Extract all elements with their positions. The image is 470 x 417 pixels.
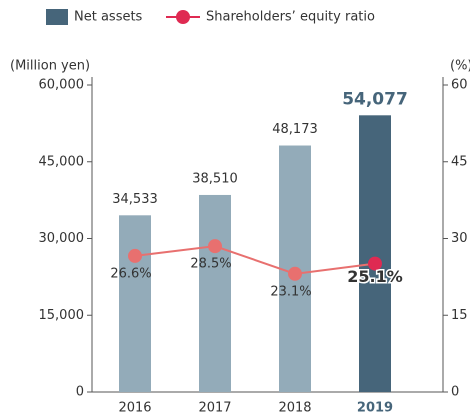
y2-tick-label: 0	[451, 385, 459, 400]
y-tick-label: 45,000	[39, 154, 85, 169]
x-tick-label: 2019	[357, 401, 393, 416]
y2-tick-label: 45	[451, 154, 468, 169]
bar-value-label: 34,533	[112, 192, 158, 207]
line-marker	[128, 248, 142, 263]
line-value-label: 25.1%	[347, 267, 403, 286]
line-marker	[368, 256, 382, 271]
line-marker	[288, 266, 302, 281]
y-tick-label: 30,000	[39, 231, 85, 246]
line-value-label: 23.1%	[270, 284, 311, 299]
line	[134, 245, 376, 275]
x-tick-label: 2016	[118, 401, 151, 416]
line-marker	[208, 239, 222, 254]
y2-axis-label: (%)	[450, 59, 470, 74]
y-tick-label: 0	[76, 385, 84, 400]
bar-value-label: 48,173	[272, 122, 318, 137]
bar	[199, 194, 231, 392]
x-tick-label: 2017	[198, 401, 231, 416]
x-tick-label: 2018	[278, 401, 311, 416]
legend-marker	[176, 10, 190, 24]
y-axis-label: (Million yen)	[10, 59, 90, 74]
bar-value-label: 54,077	[342, 89, 408, 109]
legend-swatch	[46, 9, 68, 25]
legend-label: Shareholders’ equity ratio	[206, 10, 375, 25]
bar-value-label: 38,510	[192, 171, 238, 186]
line-value-label: 26.6%	[110, 266, 151, 281]
line-value-label: 28.5%	[190, 257, 231, 272]
bar	[359, 115, 391, 392]
y2-tick-label: 15	[451, 308, 468, 323]
bar	[119, 215, 151, 392]
y2-tick-label: 60	[451, 78, 468, 93]
y-tick-label: 60,000	[39, 78, 85, 93]
y-tick-label: 15,000	[39, 308, 85, 323]
y2-tick-label: 30	[451, 231, 468, 246]
legend-label: Net assets	[74, 10, 143, 25]
